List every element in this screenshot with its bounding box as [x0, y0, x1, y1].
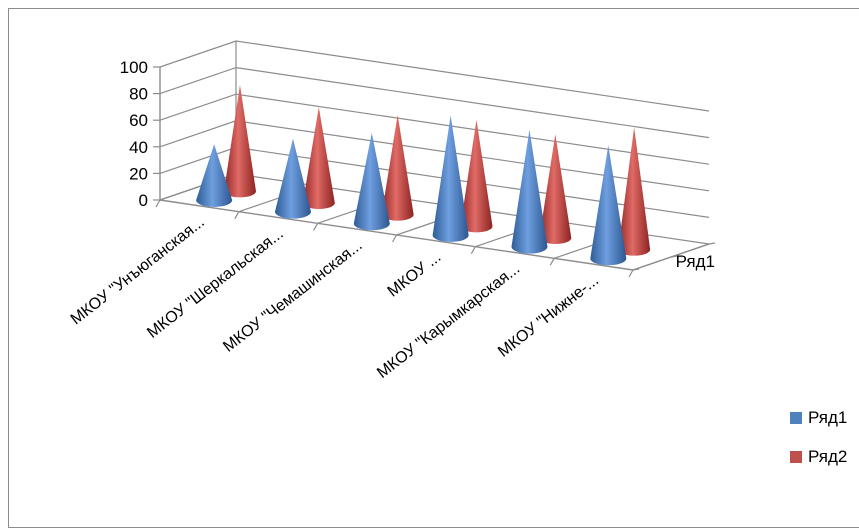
cone-body: [511, 129, 548, 254]
cone-body: [618, 127, 651, 256]
cone-body: [590, 145, 627, 266]
x-axis-tick: [628, 269, 634, 278]
depth-axis-tick: [632, 268, 640, 271]
legend-swatch: [790, 451, 802, 463]
y-tick-label: 80: [129, 85, 148, 104]
y-axis-tick-labels: 0 20 40 60 80 100: [120, 58, 148, 210]
cone-series1: [432, 115, 469, 242]
x-axis-tick: [155, 199, 161, 208]
x-axis-tick: [470, 246, 476, 254]
depth-axis-label-group: Ряд1: [676, 252, 715, 271]
cone-series2: [302, 107, 335, 210]
legend: Ряд1 Ряд2: [790, 408, 847, 466]
chart-area: [8, 8, 859, 528]
cone-body: [432, 115, 469, 242]
y-tick-label: 0: [139, 191, 148, 210]
cone-series2: [460, 119, 493, 233]
cone-series2: [223, 84, 256, 198]
x-axis-line: [159, 199, 634, 271]
legend-label: Ряд1: [808, 408, 847, 427]
y-tick-label: 20: [129, 164, 148, 183]
cone-series2: [539, 134, 572, 245]
cone-body: [539, 134, 572, 245]
depth-axis-tick: [670, 255, 678, 258]
cone-body: [460, 119, 493, 233]
y-tick-label: 60: [129, 111, 148, 130]
cone-series1: [590, 145, 627, 266]
cone-series1: [511, 129, 548, 254]
cone-body: [223, 84, 256, 198]
cones: [196, 84, 651, 266]
gridline: [159, 40, 710, 112]
y-tick-label: 40: [129, 138, 148, 157]
cone-body: [381, 114, 414, 221]
cone-series1: [274, 138, 311, 219]
depth-axis-tick: [708, 242, 716, 245]
cone-series2: [381, 114, 414, 221]
x-axis-tick: [549, 258, 555, 266]
cone-series1: [353, 133, 390, 231]
x-axis-tick: [391, 234, 398, 243]
cone-series1: [196, 144, 233, 207]
category-label: МКОУ "Нижне-...: [495, 272, 602, 361]
cone-series2: [618, 127, 651, 256]
x-axis-tick: [313, 223, 319, 231]
cone-body: [274, 138, 311, 219]
category-label: МКОУ ...: [385, 249, 445, 301]
legend-swatch: [790, 412, 802, 424]
cone-body: [353, 133, 390, 231]
x-axis-tick: [234, 211, 240, 219]
depth-axis-label: Ряд1: [676, 252, 715, 271]
cone-body: [196, 144, 233, 207]
cone-body: [302, 107, 335, 210]
legend-label: Ряд2: [808, 447, 847, 466]
y-tick-label: 100: [120, 58, 148, 77]
